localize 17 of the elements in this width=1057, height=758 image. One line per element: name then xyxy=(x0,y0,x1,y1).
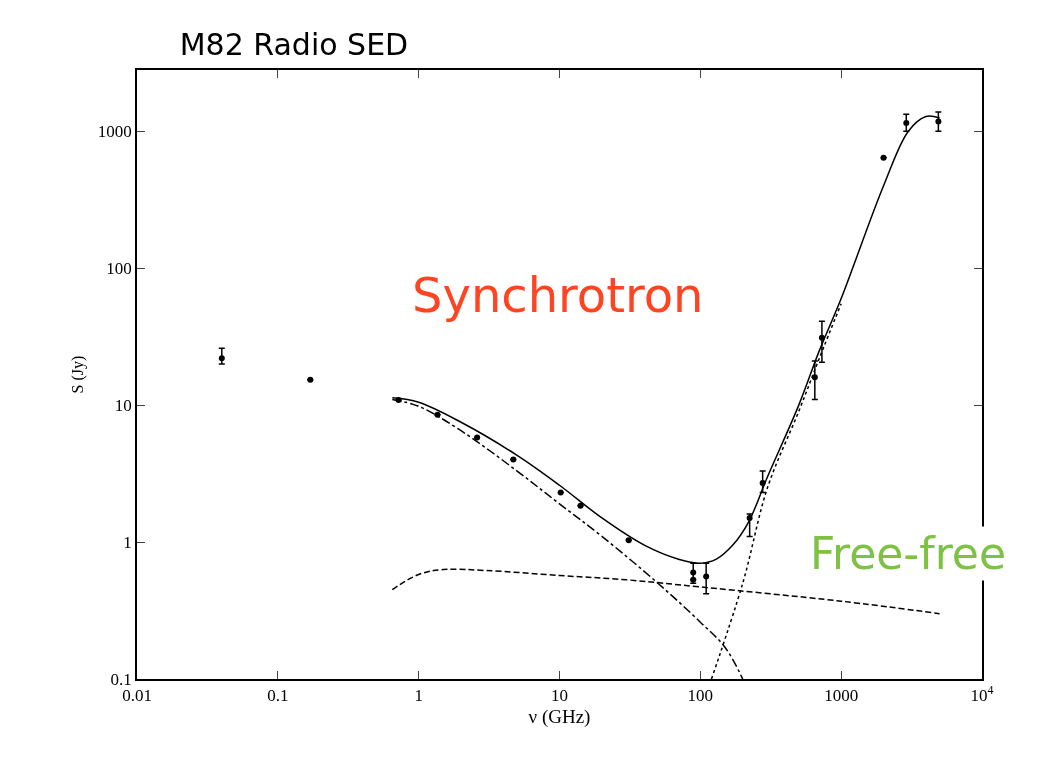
y-tick-label: 1000 xyxy=(97,122,132,142)
x-tick-label: 0.1 xyxy=(267,686,289,706)
x-axis-title: ν (GHz) xyxy=(528,706,591,729)
chart-title: M82 Radio SED xyxy=(179,27,409,63)
x-tick-label: 0.01 xyxy=(122,686,152,706)
y-tick-label: 0.1 xyxy=(110,669,132,689)
y-tick-label: 1 xyxy=(123,533,132,553)
annotation: Free-free xyxy=(810,528,1007,579)
y-axis-title: S (Jy) xyxy=(69,355,88,394)
x-tick-label: 1 xyxy=(414,686,423,706)
x-tick-label: 1000 xyxy=(824,686,859,706)
y-tick-label: 10 xyxy=(114,396,132,416)
x-tick-label: 10 xyxy=(551,686,568,706)
x-tick-label: 100 xyxy=(687,686,714,706)
x-tick-label: 10$^{4}$ xyxy=(970,683,994,706)
annotation: Synchrotron xyxy=(412,267,704,323)
y-tick-label: 100 xyxy=(106,259,132,279)
